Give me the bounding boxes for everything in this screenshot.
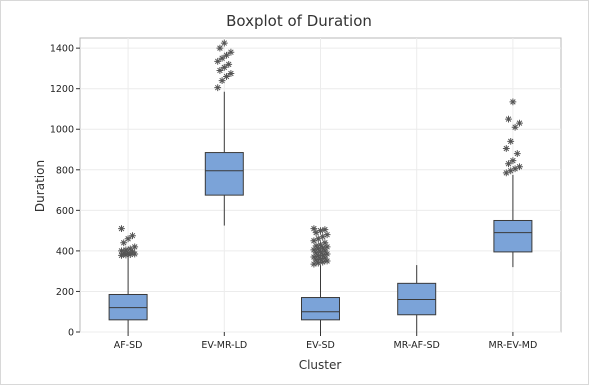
outlier-point	[129, 248, 136, 256]
y-tick-label: 400	[56, 246, 74, 257]
y-tick-label: 800	[56, 165, 74, 176]
chart-title: Boxplot of Duration	[226, 12, 372, 30]
outlier-point	[321, 247, 329, 255]
outlier-point	[513, 150, 521, 157]
y-tick-label: 600	[56, 206, 74, 217]
y-tick-label: 200	[56, 287, 74, 298]
outlier-point	[317, 227, 324, 235]
outlier-point	[122, 246, 130, 254]
outlier-point	[502, 169, 510, 177]
outlier-point	[312, 229, 320, 237]
x-tick-label: EV-MR-LD	[201, 340, 247, 351]
outlier-point	[225, 60, 233, 68]
outlier-point	[220, 64, 228, 71]
outlier-point	[131, 243, 139, 251]
box-ev-mr-ld	[204, 39, 244, 226]
outlier-point	[227, 48, 235, 56]
outlier-point	[505, 115, 512, 123]
iqr-box	[301, 297, 340, 321]
outlier-point	[118, 225, 125, 232]
box-ev-sd	[301, 225, 340, 332]
outlier-point	[118, 247, 125, 255]
outlier-point	[317, 248, 324, 256]
outlier-point	[218, 77, 226, 84]
iqr-box	[493, 219, 533, 253]
x-tick-label: MR-AF-SD	[394, 340, 440, 351]
outlier-point	[502, 145, 510, 152]
box-mr-ev-md	[493, 98, 533, 268]
x-tick-label: MR-EV-MD	[489, 340, 538, 351]
outlier-point	[317, 255, 324, 263]
outlier-point	[319, 251, 327, 259]
outlier-point	[310, 225, 318, 232]
outlier-point	[323, 231, 331, 239]
iqr-box	[397, 282, 437, 316]
y-tick-label: 1400	[50, 44, 74, 55]
iqr-box	[108, 293, 148, 321]
outlier-point	[321, 254, 329, 262]
outlier-point	[314, 245, 322, 253]
outlier-point	[214, 57, 222, 65]
outlier-point	[310, 253, 318, 261]
outlier-point	[216, 67, 224, 74]
outlier-point	[120, 239, 128, 247]
outlier-point	[321, 239, 329, 247]
outlier-point	[323, 250, 331, 258]
outlier-point	[124, 235, 132, 243]
outlier-point	[124, 249, 132, 257]
outlier-point	[509, 157, 517, 165]
outlier-point	[227, 70, 235, 77]
outlier-point	[507, 138, 515, 145]
outlier-point	[126, 245, 134, 253]
y-axis-ticks: 0 200 400 600 800 1000 1200 1400	[50, 44, 80, 339]
outlier-point	[220, 39, 228, 47]
outlier-point	[509, 98, 517, 106]
outlier-point	[516, 119, 523, 127]
outlier-point	[317, 241, 324, 249]
outlier-point	[312, 242, 320, 250]
y-axis-label: Duration	[33, 160, 47, 212]
y-tick-label: 1000	[50, 125, 74, 136]
outlier-point	[216, 44, 224, 52]
x-tick-label: EV-SD	[306, 340, 335, 351]
boxes	[108, 39, 533, 332]
outlier-point	[314, 235, 322, 243]
outlier-point	[310, 260, 318, 268]
outlier-point	[312, 256, 320, 264]
outlier-point	[310, 246, 318, 254]
outlier-point	[511, 123, 519, 131]
outlier-point	[511, 165, 519, 173]
box-af-sd	[108, 225, 148, 332]
outlier-point	[516, 163, 523, 171]
outlier-point	[314, 259, 322, 267]
y-tick-label: 1200	[50, 84, 74, 95]
outlier-point	[223, 51, 230, 59]
outlier-point	[323, 243, 331, 251]
x-tick-label: AF-SD	[114, 340, 143, 351]
outlier-point	[218, 54, 226, 62]
box-mr-af-sd	[397, 265, 437, 332]
outlier-point	[314, 252, 322, 260]
iqr-box	[204, 152, 244, 196]
outlier-point	[505, 160, 512, 168]
x-axis-label: Cluster	[299, 358, 342, 372]
outlier-point	[319, 233, 327, 241]
outlier-point	[319, 244, 327, 252]
outlier-point	[214, 84, 222, 92]
y-tick-label: 0	[68, 328, 74, 339]
outlier-point	[129, 232, 136, 240]
outlier-point	[310, 237, 318, 245]
outlier-point	[312, 249, 320, 257]
outlier-point	[507, 167, 515, 175]
outlier-point	[321, 226, 329, 234]
x-axis-ticks: AF-SD EV-MR-LD EV-SD MR-AF-SD MR-EV-MD	[114, 332, 538, 351]
outlier-point	[319, 258, 327, 266]
outlier-point	[223, 73, 230, 80]
outlier-point	[323, 257, 331, 265]
